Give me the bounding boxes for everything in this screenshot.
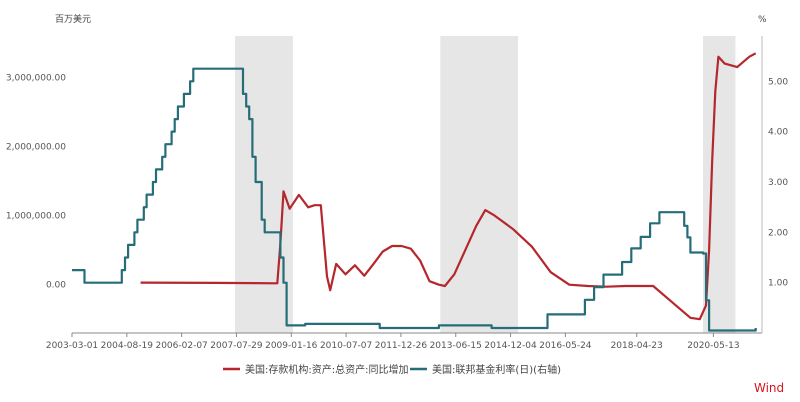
x-tick-label: 2011-12-26 bbox=[375, 341, 428, 351]
y-left-tick-label: 0.00 bbox=[46, 281, 66, 291]
series-lines bbox=[72, 52, 757, 332]
series-line-1 bbox=[140, 52, 757, 321]
y-left-tick-label: 1,000,000.00 bbox=[6, 212, 66, 222]
x-tick-label: 2009-01-16 bbox=[265, 341, 318, 351]
x-tick-label: 2010-07-07 bbox=[320, 341, 372, 351]
x-tick-label: 2006-02-07 bbox=[155, 341, 207, 351]
x-tick-label: 2014-12-04 bbox=[484, 341, 537, 351]
legend: 美国:存款机构:资产:总资产:同比增加 美国:联邦基金利率(日)(右轴) bbox=[223, 363, 561, 376]
right-axis-unit: % bbox=[758, 15, 767, 25]
legend-label-assets: 美国:存款机构:资产:总资产:同比增加 bbox=[245, 363, 408, 376]
left-axis-unit: 百万美元 bbox=[55, 13, 91, 25]
x-tick-label: 2016-05-24 bbox=[539, 341, 592, 351]
x-tick-label: 2003-03-01 bbox=[46, 341, 98, 351]
x-tick-label: 2013-06-15 bbox=[430, 341, 482, 351]
y-right-tick-label: 3.00 bbox=[768, 178, 788, 188]
watermark: Wind bbox=[754, 381, 784, 395]
y-left-tick-label: 3,000,000.00 bbox=[6, 73, 66, 83]
y-left-tick-label: 2,000,000.00 bbox=[6, 143, 66, 153]
legend-label-fedfunds: 美国:联邦基金利率(日)(右轴) bbox=[432, 363, 561, 376]
y-right-tick-label: 5.00 bbox=[768, 77, 788, 87]
x-tick-label: 2004-08-19 bbox=[101, 341, 154, 351]
x-tick-label: 2007-07-29 bbox=[210, 341, 263, 351]
axis-labels: 2003-03-01 2004-08-19 2006-02-07 2007-07-29… bbox=[6, 73, 788, 351]
x-tick-label: 2020-05-13 bbox=[687, 341, 739, 351]
y-right-tick-label: 4.00 bbox=[768, 128, 788, 138]
x-tick-label: 2018-04-23 bbox=[611, 341, 663, 351]
recession-shading bbox=[235, 36, 736, 333]
series-line-2 bbox=[72, 67, 757, 332]
recession-band-3 bbox=[702, 36, 736, 333]
y-right-tick-label: 2.00 bbox=[768, 228, 788, 238]
recession-band-2 bbox=[440, 36, 519, 333]
axes bbox=[71, 36, 763, 337]
y-right-tick-label: 1.00 bbox=[768, 279, 788, 289]
